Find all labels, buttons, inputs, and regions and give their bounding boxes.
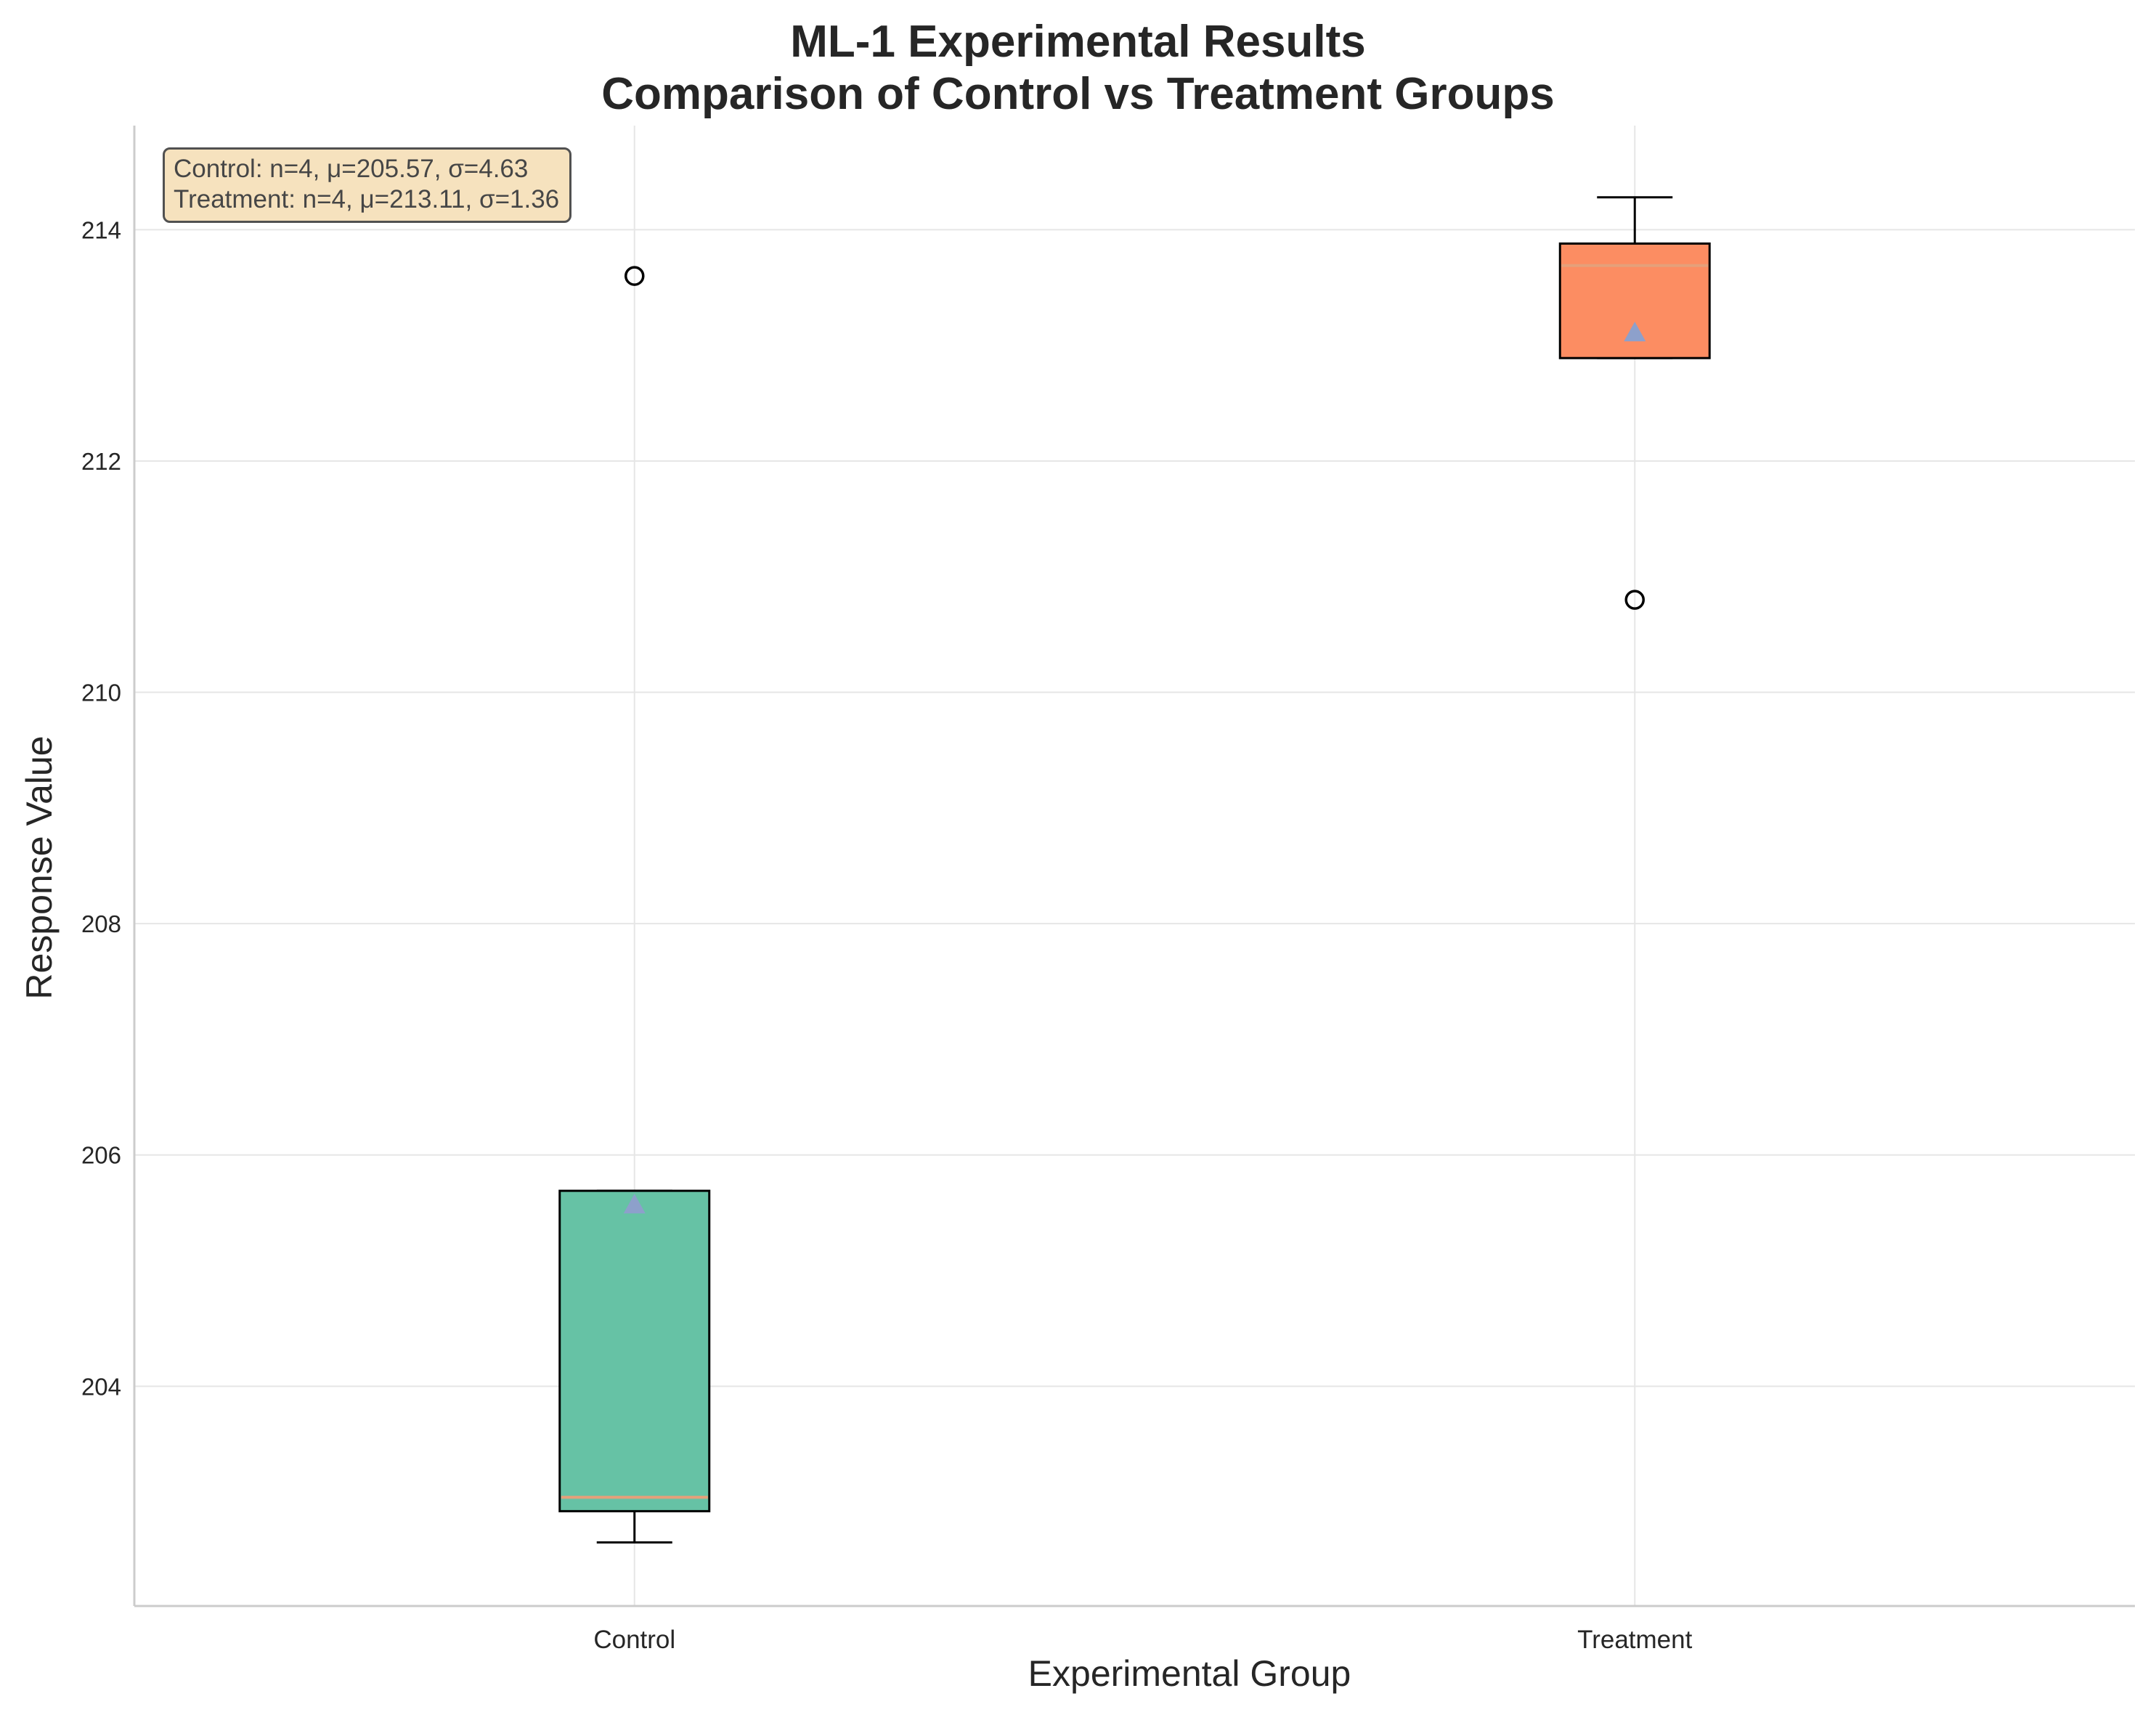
stats-control-line: Control: n=4, μ=205.57, σ=4.63 (174, 155, 529, 183)
y-tick-label: 210 (81, 680, 121, 706)
y-tick-label: 212 (81, 448, 121, 475)
x-axis-label: Experimental Group (1028, 1653, 1351, 1694)
y-axis-label: Response Value (19, 735, 60, 1000)
x-tick-label: Control (593, 1626, 675, 1654)
chart-title: ML-1 Experimental Results (790, 17, 1366, 67)
chart-subtitle: Comparison of Control vs Treatment Group… (601, 69, 1555, 119)
outlier-point (625, 266, 645, 286)
outlier-point (1624, 590, 1645, 610)
mean-marker (623, 1194, 646, 1214)
y-tick-label: 204 (81, 1373, 121, 1400)
box-control (558, 266, 711, 1544)
y-tick-label: 208 (81, 910, 121, 937)
iqr-box (558, 1189, 711, 1512)
x-tick-label: Treatment (1577, 1626, 1692, 1654)
y-tick-label: 214 (81, 216, 121, 243)
box-treatment (1558, 196, 1711, 610)
stats-treatment-line: Treatment: n=4, μ=213.11, σ=1.36 (174, 185, 560, 213)
mean-marker (1624, 322, 1646, 342)
y-tick-label: 206 (81, 1142, 121, 1169)
stats-annotation-box: Control: n=4, μ=205.57, σ=4.63 Treatment… (163, 147, 572, 223)
